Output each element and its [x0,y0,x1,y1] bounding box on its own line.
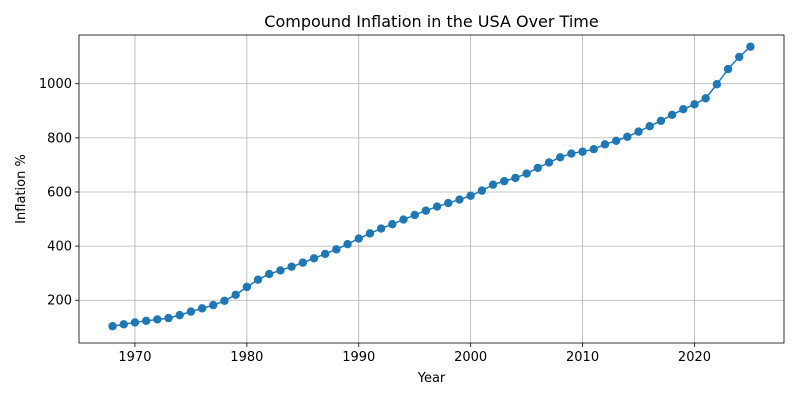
data-point [735,52,744,62]
data-point [567,149,576,158]
data-point [432,202,442,211]
data-point [723,64,733,74]
x-axis: 1970 1980 1990 2000 2010 2020 [118,343,711,365]
data-point [679,104,688,114]
data-point [298,258,308,267]
data-point [421,206,431,215]
y-tick-label: 1000 [39,77,72,92]
x-tick-label: 2020 [678,350,711,365]
data-point [354,234,363,243]
data-point [130,318,140,327]
data-point [500,176,509,186]
data-point [555,153,565,162]
data-point [522,169,531,178]
data-point [320,249,330,259]
x-tick-label: 1990 [342,350,375,365]
data-point [186,307,196,316]
data-point [332,245,341,254]
data-point [455,195,464,204]
data-point [645,122,654,131]
data-point [511,173,520,183]
data-point [623,132,632,141]
data-point [600,140,610,149]
x-axis-label: Year [417,371,446,386]
data-point [589,145,598,154]
data-point [544,158,554,167]
y-tick-label: 200 [47,294,72,309]
grid [79,35,784,343]
data-point [253,275,263,284]
data-point [667,110,677,120]
chart-title: Compound Inflation in the USA Over Time [264,12,598,31]
plot-frame [78,34,785,344]
data-point [108,322,117,331]
data-point [153,315,162,324]
series-points [108,42,755,331]
data-point [533,163,543,173]
data-point [265,269,274,279]
data-point [690,100,699,109]
x-tick-label: 1980 [230,350,263,365]
data-point [444,198,453,208]
series-line-path [112,46,751,327]
data-point [388,219,397,229]
data-point [164,313,173,323]
data-point [488,180,498,189]
data-point [119,320,128,329]
data-point [746,42,755,51]
data-point [231,290,240,300]
x-tick-label: 2000 [454,350,487,365]
y-axis-label: Inflation % [14,154,29,224]
data-point [410,210,419,220]
data-point [197,304,207,313]
data-point [466,191,475,200]
data-point [399,215,408,224]
data-point [343,240,352,249]
data-point [477,186,487,195]
data-point [578,147,587,156]
series-line [112,46,751,327]
y-tick-label: 800 [47,131,72,146]
data-point [309,254,319,263]
data-point [220,296,229,305]
x-tick-label: 2010 [566,350,599,365]
data-point [242,282,252,292]
data-point [611,136,621,146]
data-point [276,266,285,275]
data-point [209,300,218,310]
data-point [287,262,296,271]
x-tick-label: 1970 [118,350,151,365]
data-point [701,94,710,103]
data-point [141,316,151,326]
y-axis: 200 400 600 800 1000 [39,77,79,309]
y-tick-label: 400 [47,240,72,255]
data-point [634,127,643,136]
data-point [376,224,386,233]
data-point [175,310,184,320]
data-point [656,116,666,125]
y-tick-label: 600 [47,185,72,200]
data-point [365,229,375,238]
data-point [712,80,722,89]
